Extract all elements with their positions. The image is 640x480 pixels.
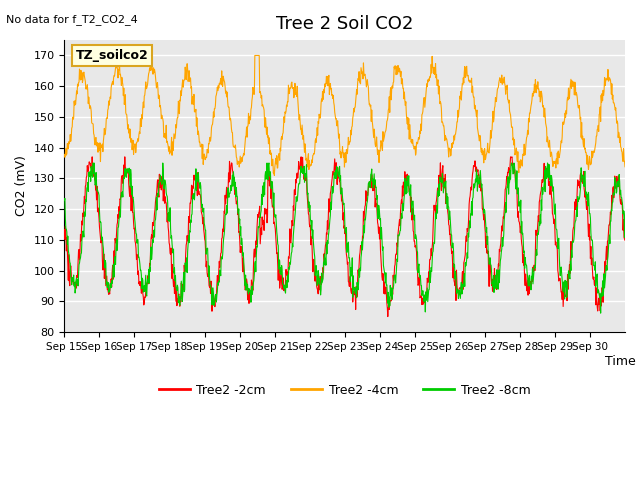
- Title: Tree 2 Soil CO2: Tree 2 Soil CO2: [276, 15, 413, 33]
- X-axis label: Time: Time: [605, 355, 636, 368]
- Y-axis label: CO2 (mV): CO2 (mV): [15, 156, 28, 216]
- Legend: Tree2 -2cm, Tree2 -4cm, Tree2 -8cm: Tree2 -2cm, Tree2 -4cm, Tree2 -8cm: [154, 379, 536, 402]
- Text: No data for f_T2_CO2_4: No data for f_T2_CO2_4: [6, 14, 138, 25]
- Text: TZ_soilco2: TZ_soilco2: [76, 49, 148, 62]
